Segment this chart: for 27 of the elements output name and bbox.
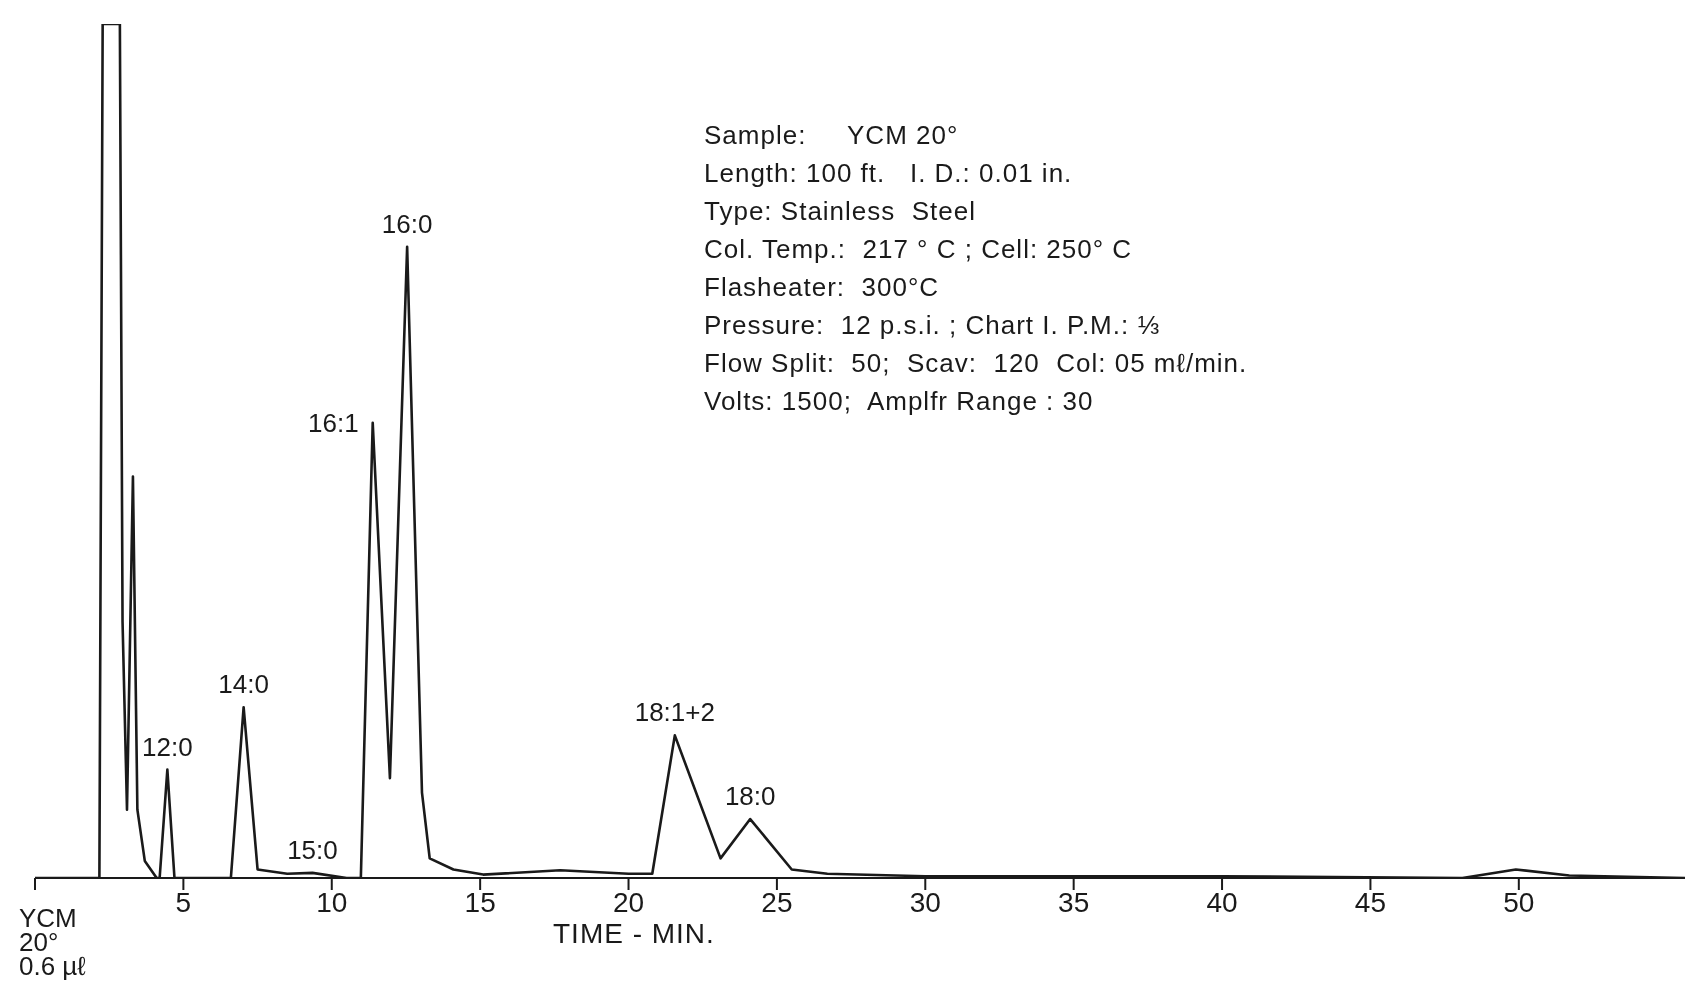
annotation: 18:0	[724, 781, 776, 812]
annotation: 12:0	[142, 731, 193, 762]
x-tick-label: 10	[316, 886, 348, 918]
x-tick-label: 45	[1354, 886, 1387, 918]
annotation: Sample: YCM 20°	[704, 119, 960, 152]
annotation: YCM 20° 0.6 µℓ	[19, 903, 86, 981]
annotation: Flasheater: 300°C	[704, 271, 941, 304]
annotation: Length: 100 ft. I. D.: 0.01 in.	[704, 157, 1074, 190]
x-tick-label: 20	[612, 886, 645, 918]
annotation: 15:0	[287, 834, 338, 865]
annotation: 16:1	[308, 408, 359, 439]
x-tick-label: 50	[1503, 886, 1535, 918]
annotation: Flow Split: 50; Scav: 120 Col: 05 mℓ/min.	[704, 347, 1248, 380]
annotation: Col. Temp.: 217 ° C ; Cell: 250° C	[704, 233, 1134, 266]
annotation: Pressure: 12 p.s.i. ; Chart I. P.M.: ⅓	[704, 309, 1162, 342]
x-tick-label: 25	[761, 886, 793, 918]
x-tick-label: 30	[909, 886, 941, 918]
annotation: Type: Stainless Steel	[704, 195, 978, 228]
x-tick-label: 5	[175, 886, 192, 918]
annotation: 18:1+2	[634, 697, 715, 728]
x-tick-label: 40	[1206, 886, 1238, 918]
x-tick-label: 35	[1058, 886, 1090, 918]
annotation: 16:0	[381, 208, 433, 239]
annotation: Volts: 1500; Amplfr Range : 30	[704, 385, 1095, 418]
x-axis-title: TIME - MIN.	[553, 918, 715, 950]
x-tick-label: 15	[464, 886, 496, 918]
annotation: 14:0	[218, 669, 269, 700]
